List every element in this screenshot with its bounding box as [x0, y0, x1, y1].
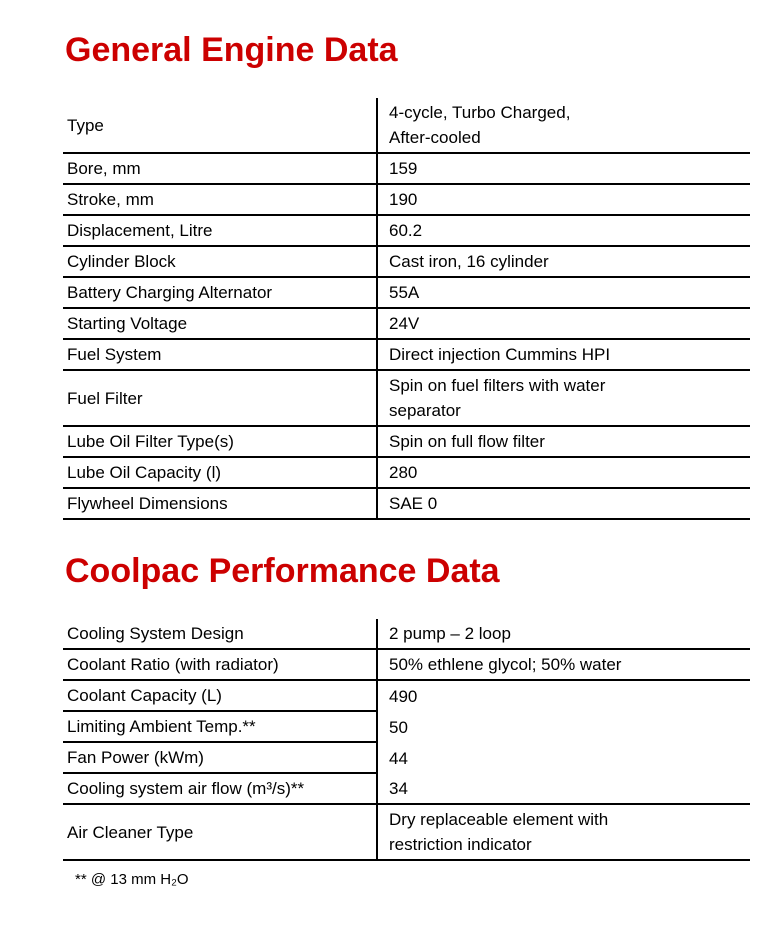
table-row-air-cleaner-type: Air Cleaner Type Dry replaceable element…	[63, 805, 750, 861]
row-value: Cast iron, 16 cylinder	[376, 247, 750, 276]
row-value: 280	[376, 458, 750, 487]
table-row-cooling-system-design: Cooling System Design 2 pump – 2 loop	[63, 619, 750, 650]
row-value: SAE 0	[376, 489, 750, 518]
row-label: Fuel Filter	[67, 388, 143, 408]
table-row-type: Type 4-cycle, Turbo Charged, After-coole…	[63, 98, 750, 154]
table-row-stroke: Stroke, mm 190	[63, 185, 750, 216]
row-label: Battery Charging Alternator	[67, 283, 273, 302]
row-label: Cylinder Block	[67, 252, 176, 271]
row-label: Flywheel Dimensions	[67, 494, 228, 513]
table-row-displacement: Displacement, Litre 60.2	[63, 216, 750, 247]
row-value: 24V	[376, 309, 750, 338]
row-value: 4-cycle, Turbo Charged, After-cooled	[376, 98, 750, 152]
row-value: 490	[376, 681, 750, 712]
row-value: 190	[376, 185, 750, 214]
row-value: 60.2	[376, 216, 750, 245]
section-title-general-engine-data: General Engine Data	[65, 31, 398, 69]
table-row-lube-oil-capacity: Lube Oil Capacity (l) 280	[63, 458, 750, 489]
row-label: Coolant Ratio (with radiator)	[67, 655, 279, 674]
table-row-coolant-ratio: Coolant Ratio (with radiator) 50% ethlen…	[63, 650, 750, 681]
table-row-cylinder-block: Cylinder Block Cast iron, 16 cylinder	[63, 247, 750, 278]
table-row-starting-voltage: Starting Voltage 24V	[63, 309, 750, 340]
row-label: Fuel System	[67, 345, 162, 364]
row-label: Starting Voltage	[67, 314, 188, 333]
row-value: 55A	[376, 278, 750, 307]
row-label: Lube Oil Capacity (l)	[67, 463, 222, 482]
table-row-flywheel-dimensions: Flywheel Dimensions SAE 0	[63, 489, 750, 520]
row-label: Stroke, mm	[67, 190, 154, 209]
row-label: Lube Oil Filter Type(s)	[67, 432, 234, 451]
table-row-cooling-system-air-flow: Cooling system air flow (m³/s)** 34	[63, 774, 750, 805]
table-row-battery-charging-alternator: Battery Charging Alternator 55A	[63, 278, 750, 309]
coolpac-performance-data-table: Cooling System Design 2 pump – 2 loop Co…	[63, 619, 750, 861]
table-row-coolant-capacity: Coolant Capacity (L) 490	[63, 681, 750, 712]
row-label: Limiting Ambient Temp.**	[63, 712, 376, 743]
row-value: Spin on fuel filters with water separato…	[376, 371, 750, 425]
row-label: Coolant Capacity (L)	[63, 681, 376, 712]
row-value: 2 pump – 2 loop	[376, 619, 750, 648]
row-label: Displacement, Litre	[67, 221, 213, 240]
row-value: Spin on full flow filter	[376, 427, 750, 456]
row-value: 34	[376, 774, 750, 803]
table-row-limiting-ambient-temp: Limiting Ambient Temp.** 50	[63, 712, 750, 743]
row-label: Fan Power (kWm)	[63, 743, 376, 774]
row-value: 159	[376, 154, 750, 183]
table-row-fuel-system: Fuel System Direct injection Cummins HPI	[63, 340, 750, 371]
table-row-fan-power: Fan Power (kWm) 44	[63, 743, 750, 774]
row-label: Bore, mm	[67, 159, 141, 178]
row-value: 50	[376, 712, 750, 743]
row-label: Cooling system air flow (m³/s)**	[67, 779, 305, 798]
row-value: 44	[376, 743, 750, 774]
table-row-fuel-filter: Fuel Filter Spin on fuel filters with wa…	[63, 371, 750, 427]
row-label: Type	[67, 115, 104, 135]
section-title-coolpac-performance-data: Coolpac Performance Data	[65, 552, 500, 590]
row-label: Cooling System Design	[67, 624, 244, 643]
row-label: Air Cleaner Type	[67, 822, 194, 842]
table-row-lube-oil-filter-type: Lube Oil Filter Type(s) Spin on full flo…	[63, 427, 750, 458]
table-row-bore: Bore, mm 159	[63, 154, 750, 185]
row-value: Direct injection Cummins HPI	[376, 340, 750, 369]
row-value: Dry replaceable element with restriction…	[376, 805, 750, 859]
general-engine-data-table: Type 4-cycle, Turbo Charged, After-coole…	[63, 98, 750, 520]
footnote: ** @ 13 mm H₂O	[75, 871, 189, 888]
row-value: 50% ethlene glycol; 50% water	[376, 650, 750, 679]
